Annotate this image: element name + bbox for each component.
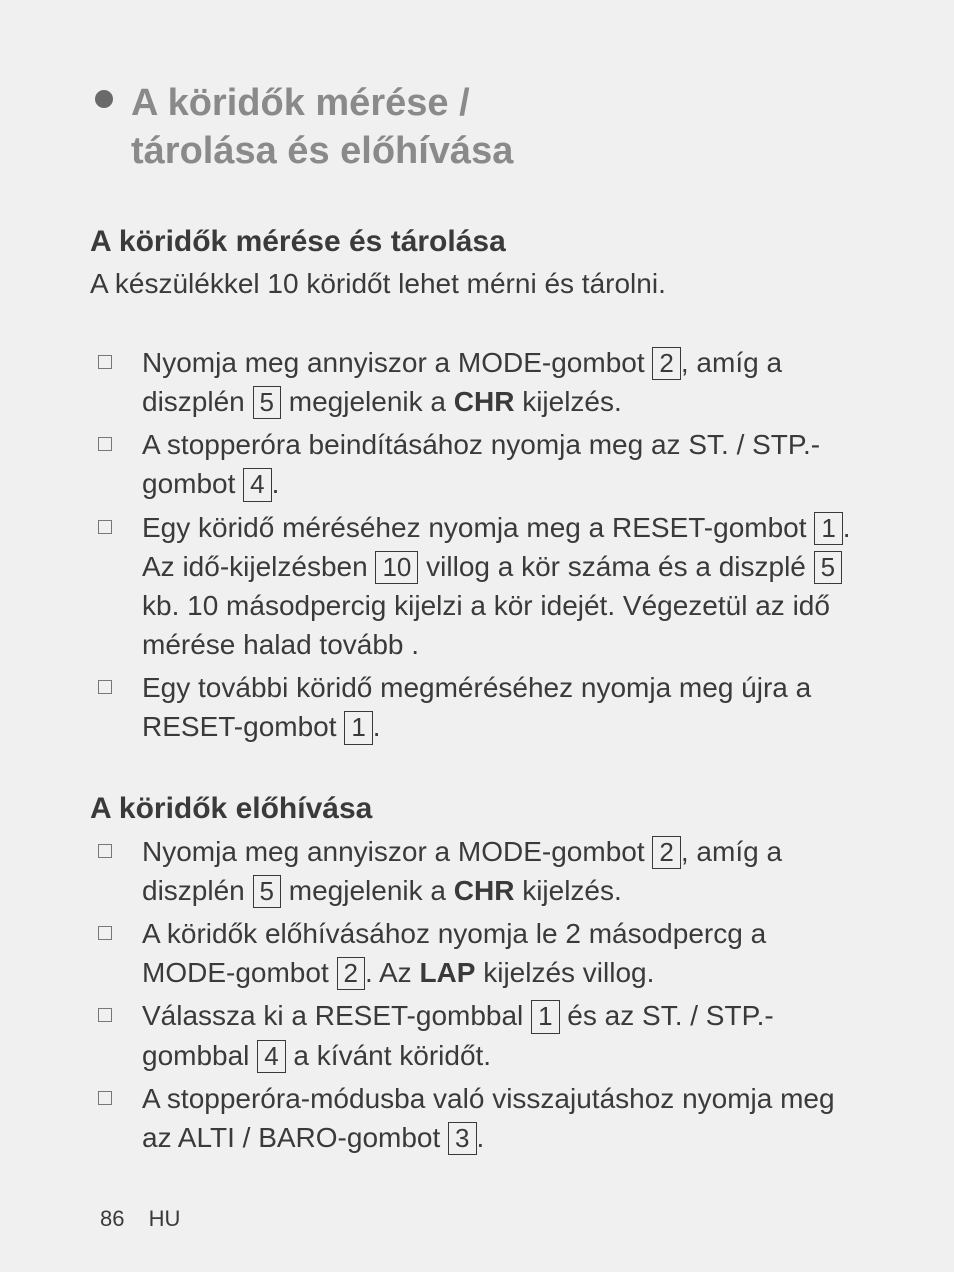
ref-number: 4 [257, 1040, 285, 1073]
checkbox-icon [98, 1008, 112, 1022]
ref-number: 5 [814, 551, 842, 584]
ref-number: 5 [253, 386, 281, 419]
list-item: Nyomja meg annyiszor a MODE-gombot 2, am… [90, 343, 864, 421]
ref-number: 2 [337, 957, 365, 990]
ref-number: 2 [652, 347, 680, 380]
checkbox-icon [98, 520, 112, 534]
section2-list: Nyomja meg annyiszor a MODE-gombot 2, am… [90, 832, 864, 1158]
ref-number: 1 [814, 512, 842, 545]
checkbox-icon [98, 844, 112, 858]
section1-intro: A készülékkel 10 köridőt lehet mérni és … [90, 265, 864, 303]
title-line-1: A köridők mérése / [131, 82, 470, 124]
checkbox-icon [98, 926, 112, 940]
list-item: A köridők előhívásához nyomja le 2 másod… [90, 914, 864, 992]
bold-text: CHR [454, 875, 515, 906]
main-title: A köridők mérése / tárolása és előhívása [131, 80, 513, 175]
ref-number: 5 [253, 875, 281, 908]
list-item: Nyomja meg annyiszor a MODE-gombot 2, am… [90, 832, 864, 910]
list-item-body: A stopperóra-módusba való visszajutáshoz… [142, 1079, 864, 1157]
ref-number: 1 [344, 711, 372, 744]
ref-number: 10 [375, 551, 418, 584]
list-item: A stopperóra-módusba való visszajutáshoz… [90, 1079, 864, 1157]
list-item: A stopperóra beindításához nyomja meg az… [90, 425, 864, 503]
checkbox-icon [98, 1091, 112, 1105]
list-item-body: Egy köridő méréséhez nyomja meg a RESET-… [142, 508, 864, 665]
list-item: Válassza ki a RESET-gombbal 1 és az ST. … [90, 996, 864, 1074]
section1-heading: A köridők mérése és tárolása [90, 225, 864, 259]
section2-heading: A köridők előhívása [90, 792, 864, 826]
main-title-block: A köridők mérése / tárolása és előhívása [95, 80, 864, 175]
list-item-body: Válassza ki a RESET-gombbal 1 és az ST. … [142, 996, 864, 1074]
bold-text: LAP [419, 957, 475, 988]
ref-number: 4 [243, 468, 271, 501]
page-lang: HU [149, 1206, 181, 1231]
ref-number: 1 [531, 1000, 559, 1033]
page-footer: 86 HU [100, 1206, 180, 1232]
section1-list: Nyomja meg annyiszor a MODE-gombot 2, am… [90, 343, 864, 747]
list-item-body: A stopperóra beindításához nyomja meg az… [142, 425, 864, 503]
title-line-2: tárolása és előhívása [131, 130, 513, 172]
ref-number: 2 [652, 836, 680, 869]
list-item-body: Nyomja meg annyiszor a MODE-gombot 2, am… [142, 343, 864, 421]
ref-number: 3 [448, 1122, 476, 1155]
checkbox-icon [98, 355, 112, 369]
checkbox-icon [98, 680, 112, 694]
bold-text: CHR [454, 386, 515, 417]
list-item-body: Egy további köridő megméréséhez nyomja m… [142, 668, 864, 746]
list-item-body: A köridők előhívásához nyomja le 2 másod… [142, 914, 864, 992]
list-item: Egy köridő méréséhez nyomja meg a RESET-… [90, 508, 864, 665]
bullet-icon [95, 90, 113, 108]
list-item: Egy további köridő megméréséhez nyomja m… [90, 668, 864, 746]
list-item-body: Nyomja meg annyiszor a MODE-gombot 2, am… [142, 832, 864, 910]
page-number: 86 [100, 1206, 124, 1231]
checkbox-icon [98, 437, 112, 451]
